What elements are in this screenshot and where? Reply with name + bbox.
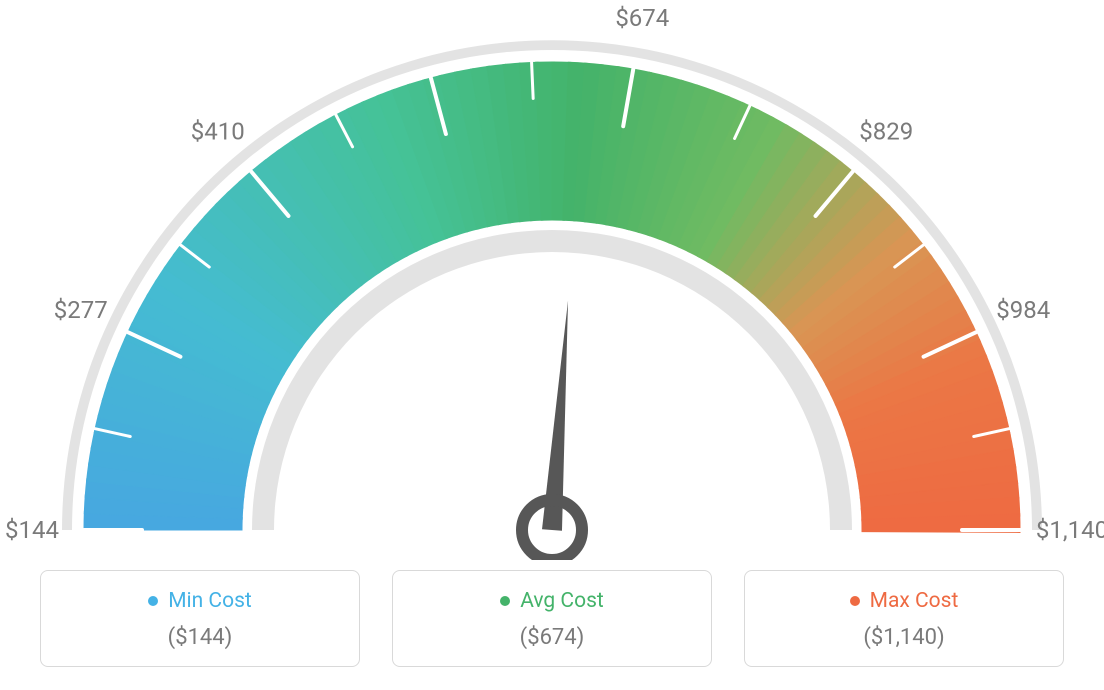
- legend-card: Avg Cost ($674): [392, 570, 712, 667]
- legend-value: ($674): [413, 625, 691, 650]
- scale-label: $1,140: [1036, 516, 1104, 544]
- scale-label: $277: [54, 296, 108, 324]
- scale-label: $829: [859, 118, 913, 146]
- gauge-chart: $144 $277 $410 $674 $829 $984 $1,140: [0, 0, 1104, 560]
- legend-title: Avg Cost: [500, 589, 604, 613]
- legend-card: Max Cost ($1,140): [744, 570, 1064, 667]
- scale-label: $984: [996, 296, 1050, 324]
- legend-label: Avg Cost: [520, 589, 604, 613]
- legend-value: ($144): [61, 625, 339, 650]
- scale-label: $410: [191, 118, 245, 146]
- legend-title: Max Cost: [850, 589, 959, 613]
- legend-card: Min Cost ($144): [40, 570, 360, 667]
- legend-dot-icon: [500, 596, 510, 606]
- legend-row: Min Cost ($144) Avg Cost ($674) Max Cost ($1,…: [0, 570, 1104, 667]
- legend-label: Max Cost: [870, 589, 959, 613]
- gauge-svg: $144 $277 $410 $674 $829 $984 $1,140: [0, 0, 1104, 560]
- legend-dot-icon: [850, 596, 860, 606]
- legend-value: ($1,140): [765, 625, 1043, 650]
- legend-title: Min Cost: [148, 589, 252, 613]
- legend-dot-icon: [148, 596, 158, 606]
- scale-label: $674: [615, 4, 669, 32]
- legend-label: Min Cost: [168, 589, 252, 613]
- scale-label: $144: [5, 516, 59, 544]
